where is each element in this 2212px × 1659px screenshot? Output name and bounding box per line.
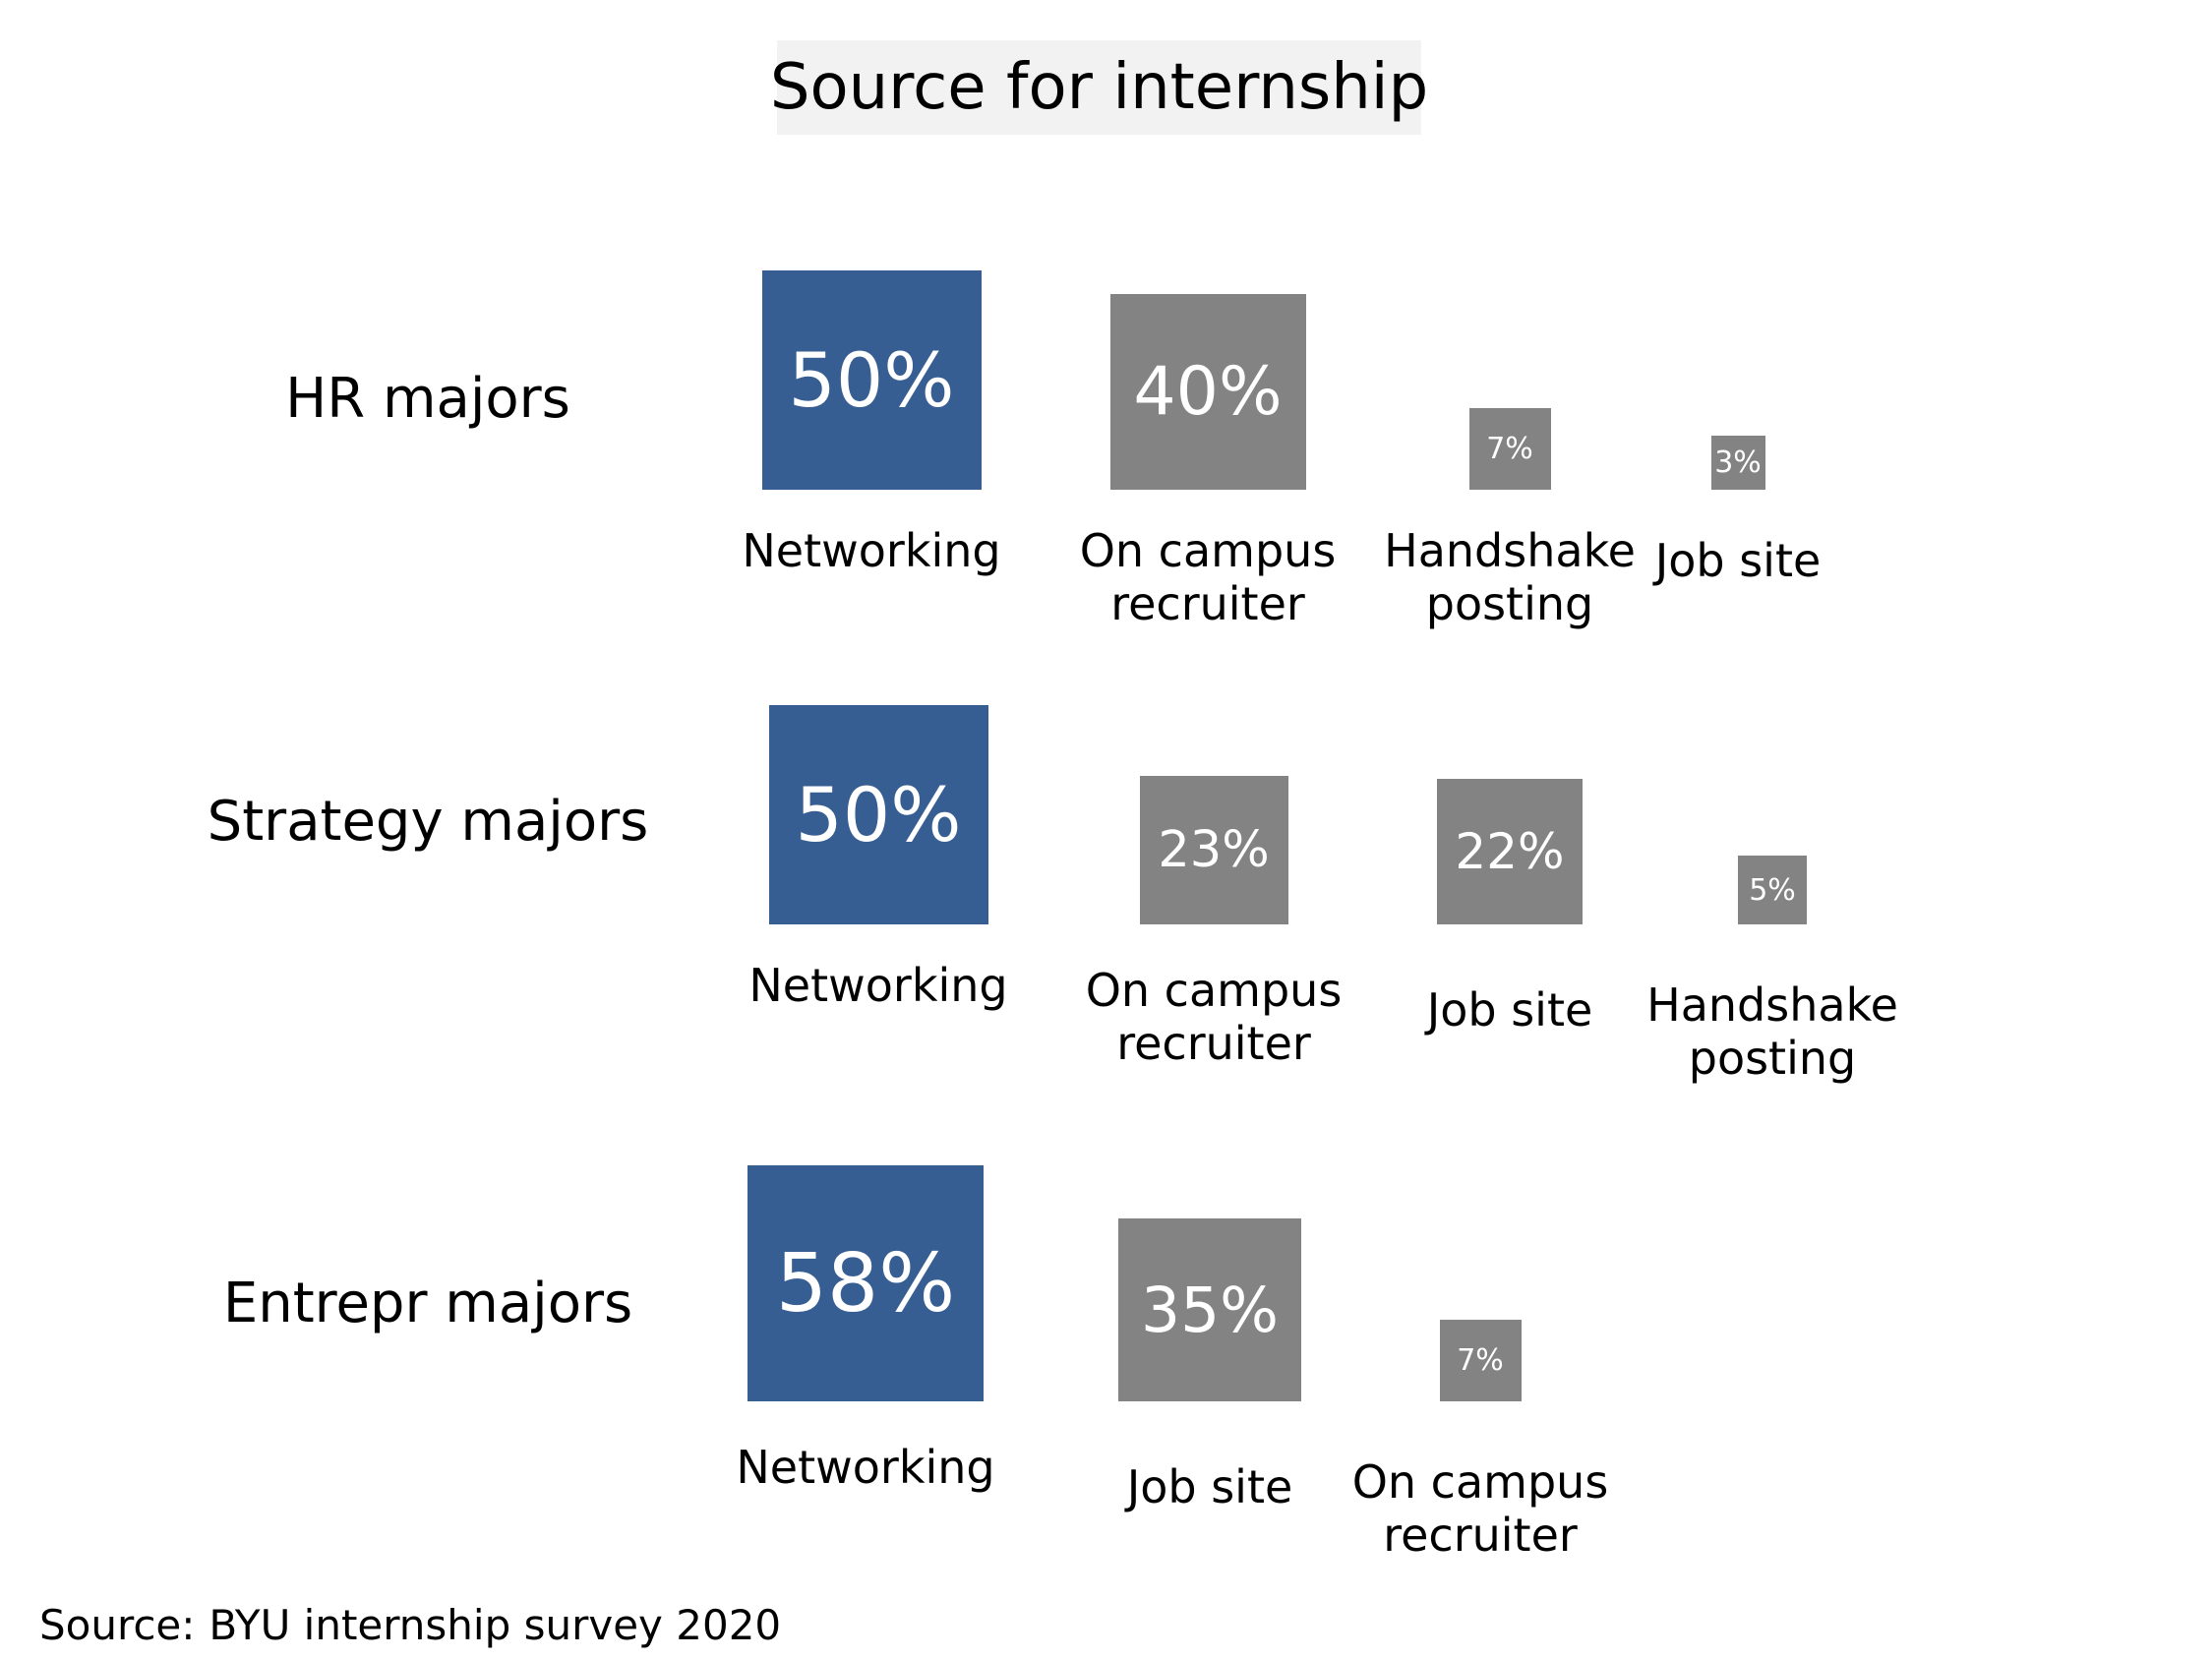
value-label: 23% [1158, 821, 1270, 879]
category-label: Networking [748, 959, 1008, 1012]
value-tile: 35% [1118, 1218, 1301, 1401]
row-label: HR majors [285, 367, 570, 431]
value-tile: 58% [747, 1165, 984, 1401]
value-tile: 50% [761, 270, 982, 490]
value-label: 58% [775, 1236, 956, 1331]
value-tile: 7% [1439, 1320, 1522, 1401]
value-tile: 22% [1437, 779, 1583, 924]
row-label: Entrepr majors [222, 1272, 633, 1335]
category-label: On campus recruiter [1351, 1455, 1609, 1563]
value-tile: 23% [1139, 776, 1288, 924]
value-label: 3% [1714, 445, 1762, 480]
row-label: Strategy majors [207, 790, 649, 854]
value-label: 22% [1455, 823, 1565, 880]
category-label: Networking [736, 1441, 995, 1494]
value-label: 50% [788, 336, 955, 424]
value-label: 35% [1140, 1274, 1280, 1346]
category-label: Job site [1426, 983, 1593, 1037]
source-prefix: Source: [39, 1601, 196, 1649]
value-tile: 7% [1468, 408, 1551, 490]
chart-title: Source for internship [770, 40, 1428, 135]
category-label: Networking [742, 524, 1001, 577]
value-tile: 5% [1738, 856, 1807, 924]
category-label: On campus recruiter [1085, 964, 1343, 1071]
category-label: Handshake posting [1646, 978, 1898, 1086]
value-tile: 50% [768, 705, 988, 924]
category-label: Handshake posting [1384, 524, 1636, 631]
value-label: 7% [1486, 432, 1533, 466]
category-label: On campus recruiter [1079, 524, 1337, 631]
value-label: 7% [1457, 1343, 1504, 1378]
source-note: Source: BYU internship survey 2020 [39, 1601, 781, 1649]
value-tile: 3% [1710, 436, 1765, 490]
value-tile: 40% [1109, 294, 1306, 490]
source-text: BYU internship survey 2020 [209, 1601, 782, 1649]
value-label: 40% [1133, 353, 1283, 431]
category-label: Job site [1126, 1460, 1293, 1513]
value-label: 5% [1749, 872, 1796, 908]
value-label: 50% [795, 771, 962, 859]
category-label: Job site [1654, 534, 1822, 587]
